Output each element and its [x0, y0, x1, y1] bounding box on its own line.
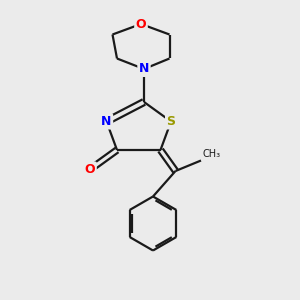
Text: O: O — [136, 17, 146, 31]
Text: N: N — [101, 115, 112, 128]
Text: CH₃: CH₃ — [202, 149, 220, 159]
Text: N: N — [139, 62, 149, 76]
Text: O: O — [85, 163, 95, 176]
Text: S: S — [167, 115, 176, 128]
